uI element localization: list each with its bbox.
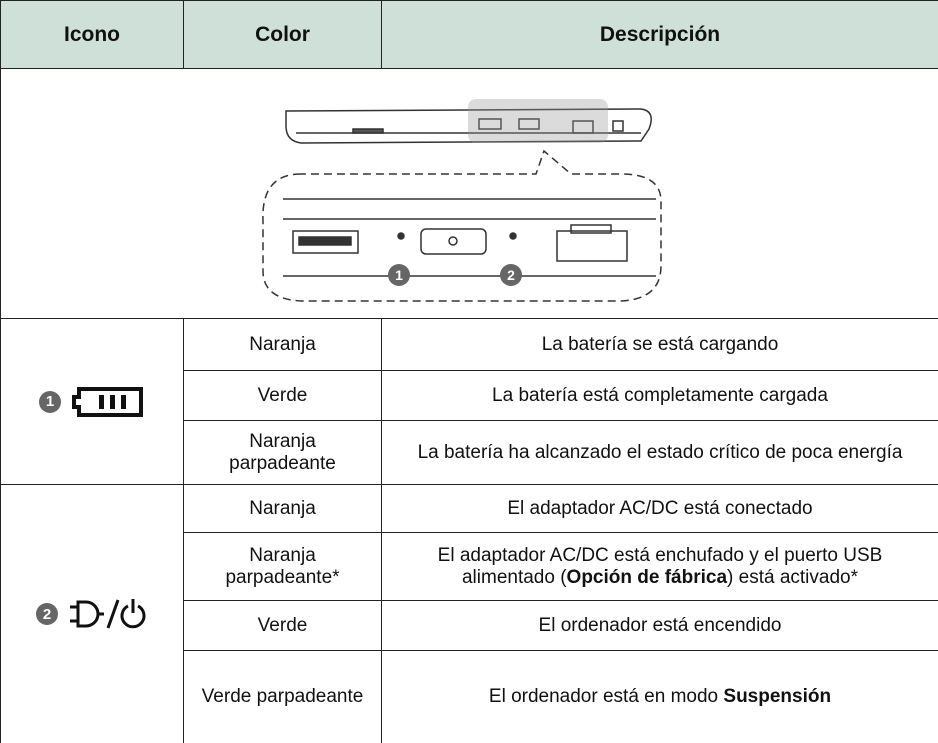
header-cell: Icono — [0, 0, 184, 69]
description-text: El adaptador AC/DC está conectado — [507, 497, 813, 519]
description-text: Suspensión — [723, 686, 832, 707]
header-cell: Descripción — [381, 0, 938, 69]
table-row: 1 Naranja La batería se está cargando — [0, 318, 938, 485]
description-text: La batería se está cargando — [541, 333, 779, 355]
icon-cell: 2 — [0, 484, 184, 743]
description-text: La batería está completamente cargada — [492, 384, 828, 406]
color-cell: Naranja parpadeante — [183, 420, 382, 485]
color-cell: Naranja parpadeante* — [183, 532, 382, 601]
color-cell: Verde parpadeante — [183, 650, 382, 743]
diagram-marker: 2 — [507, 267, 515, 283]
description-cell: El ordenador está encendido — [381, 600, 938, 651]
description-cell: El adaptador AC/DC está enchufado y el p… — [381, 532, 938, 601]
marker: 1 — [39, 390, 61, 413]
description-text: El adaptador AC/DC está enchufado y el p… — [437, 544, 883, 588]
color-cell: Verde — [183, 370, 382, 421]
color-cell: Verde — [183, 600, 382, 651]
header-cell: Color — [183, 0, 382, 69]
color-cell: Naranja — [183, 318, 382, 371]
description-text: ) está activado* — [727, 566, 858, 588]
diagram-marker: 1 — [395, 267, 403, 283]
description-cell: La batería se está cargando — [381, 318, 938, 371]
table-row: Verde parpadeante El ordenador está en mo… — [1, 650, 938, 743]
icon-cell: 1 — [0, 318, 184, 485]
table-row: Naranja parpadeante* El adaptador AC/DC e… — [1, 532, 938, 601]
description-cell: La batería ha alcanzado el estado crític… — [381, 420, 938, 485]
table-row: 2 Naranja El adaptador AC/DC está conectad… — [0, 484, 938, 743]
table-row: Naranja parpadeante La batería ha alcanza… — [1, 420, 938, 485]
diagram-row: 1 2 — [0, 68, 938, 319]
header-row: Icono Color Descripción — [0, 0, 938, 69]
description-text: La batería ha alcanzado el estado crític… — [417, 441, 903, 463]
description-cell: El adaptador AC/DC está conectado — [381, 484, 938, 533]
diagram: 1 2 — [262, 98, 662, 302]
description-text: El ordenador está en modo — [488, 686, 724, 707]
description-cell: El ordenador está en modo Suspensión — [381, 650, 938, 743]
marker: 2 — [36, 603, 58, 625]
description-cell: La batería está completamente cargada — [381, 370, 938, 421]
power-icon — [70, 599, 146, 629]
color-cell: Naranja — [183, 484, 382, 533]
description-text: Opción de fábrica — [566, 566, 728, 588]
diagram-cell: 1 2 — [0, 68, 938, 319]
battery-icon — [72, 386, 143, 417]
description-text: El ordenador está encendido — [538, 614, 782, 636]
table-row: Verde El ordenador está encendido — [1, 600, 938, 651]
